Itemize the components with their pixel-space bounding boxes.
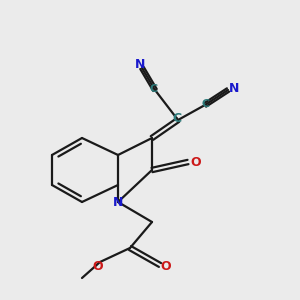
Text: N: N [229,82,239,94]
Text: O: O [161,260,171,274]
Text: O: O [191,155,201,169]
Text: C: C [202,99,210,109]
Text: N: N [135,58,145,71]
Text: N: N [113,196,123,208]
Text: C: C [172,112,182,125]
Text: C: C [150,84,158,94]
Text: O: O [93,260,103,274]
